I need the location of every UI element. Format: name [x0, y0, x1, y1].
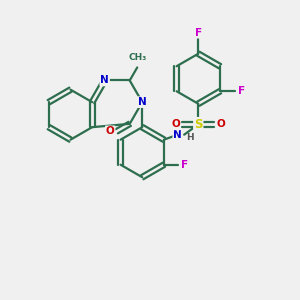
- Text: F: F: [195, 28, 202, 38]
- Text: F: F: [238, 86, 245, 96]
- Text: S: S: [194, 118, 202, 131]
- Text: N: N: [138, 97, 147, 107]
- Text: H: H: [186, 133, 194, 142]
- Text: O: O: [106, 126, 115, 136]
- Text: CH₃: CH₃: [128, 52, 146, 62]
- Text: O: O: [171, 119, 180, 129]
- Text: N: N: [173, 130, 182, 140]
- Text: N: N: [100, 76, 109, 85]
- Text: F: F: [181, 160, 188, 170]
- Text: O: O: [217, 119, 225, 129]
